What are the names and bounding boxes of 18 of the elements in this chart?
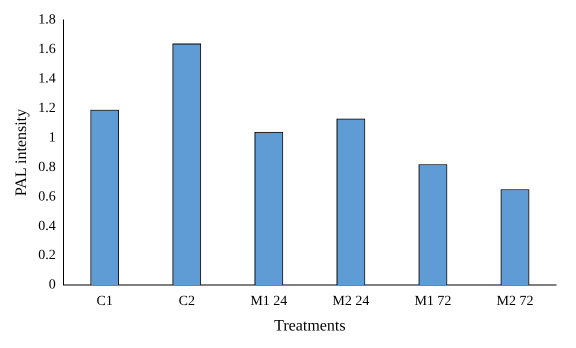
x-tick-label: M2 72 (496, 294, 534, 310)
x-tick-label: M2 24 (332, 294, 370, 310)
x-tick-label: M1 72 (414, 294, 452, 310)
x-tick-label: C1 (96, 294, 113, 310)
y-tick-label: 0 (48, 278, 56, 293)
y-tick-label: 1.4 (38, 72, 56, 87)
y-tick-label: 0.6 (38, 189, 56, 204)
x-axis-title: Treatments (274, 318, 346, 335)
y-tick-label: 1.6 (38, 42, 56, 58)
y-tick-label: 0.8 (38, 160, 56, 175)
y-tick-label: 1 (48, 130, 56, 146)
y-tick-label: 0.2 (38, 248, 56, 264)
y-tick-label: 1.8 (38, 12, 56, 28)
x-tick-label: C2 (178, 294, 195, 310)
x-tick-label: M1 24 (250, 294, 288, 310)
y-tick-label: 0.4 (38, 218, 56, 234)
y-tick-label: 1.2 (38, 101, 56, 116)
y-axis-title: PAL intensity (12, 108, 30, 196)
